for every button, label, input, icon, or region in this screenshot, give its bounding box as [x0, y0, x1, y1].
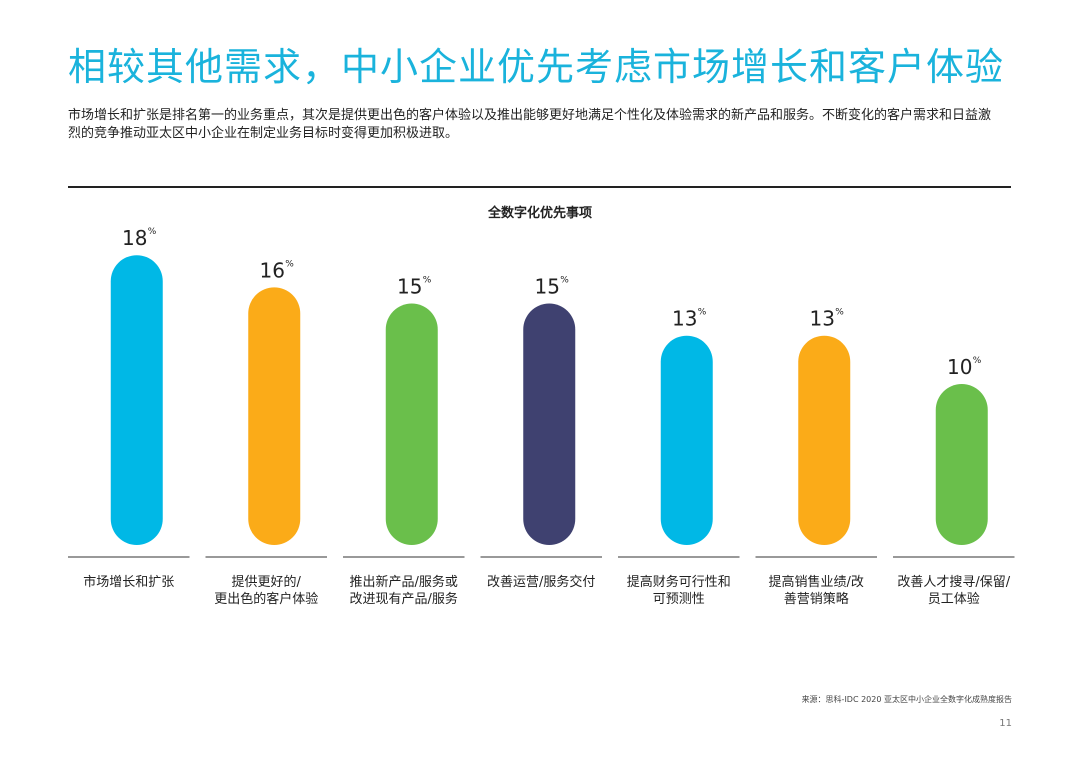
bar-2	[248, 287, 301, 545]
page-number: 11	[999, 718, 1012, 729]
bar-3	[385, 303, 438, 545]
category-label: 提高财务可行性和	[627, 574, 731, 590]
bar-unit-label: %	[148, 227, 157, 237]
bar-7	[935, 384, 988, 545]
category-label: 推出新产品/服务或	[350, 574, 458, 590]
bar-value-label: 15	[397, 275, 422, 299]
category-label: 可预测性	[653, 592, 705, 607]
bar-value-label: 10	[947, 355, 972, 379]
category-label: 市场增长和扩张	[83, 574, 174, 590]
bar-unit-label: %	[698, 308, 707, 318]
category-label: 提高销售业绩/改	[769, 574, 864, 590]
category-label: 员工体验	[928, 591, 980, 607]
source-note: 来源：思科-IDC 2020 亚太区中小企业全数字化成熟度报告	[801, 695, 1012, 704]
bar-5	[660, 335, 713, 545]
top-divider	[68, 186, 1011, 188]
bar-unit-label: %	[423, 276, 432, 286]
chart-title: 全数字化优先事项	[487, 206, 592, 221]
page-title: 相较其他需求，中小企业优先考虑市场增长和客户体验	[68, 45, 1005, 89]
bar-value-label: 13	[672, 307, 697, 331]
bar-1	[110, 255, 163, 545]
category-label: 更出色的客户体验	[214, 591, 318, 607]
bar-unit-label: %	[973, 356, 982, 366]
category-label: 提供更好的/	[232, 574, 302, 590]
bar-value-label: 15	[535, 275, 560, 299]
bar-4	[523, 303, 576, 545]
bar-6	[798, 335, 851, 545]
bar-value-label: 18	[122, 226, 147, 250]
category-label: 改善运营/服务交付	[487, 574, 595, 590]
category-label: 改进现有产品/服务	[350, 591, 458, 607]
category-label: 善营销策略	[784, 591, 849, 607]
bar-value-label: 13	[810, 307, 835, 331]
bar-unit-label: %	[835, 308, 844, 318]
category-label: 改善人才搜寻/保留/	[897, 574, 1010, 590]
bar-value-label: 16	[260, 258, 285, 282]
bar-unit-label: %	[560, 276, 569, 286]
bar-unit-label: %	[285, 259, 294, 269]
intro-paragraph: 市场增长和扩张是排名第一的业务重点，其次是提供更出色的客户体验以及推出能够更好地…	[68, 108, 992, 141]
